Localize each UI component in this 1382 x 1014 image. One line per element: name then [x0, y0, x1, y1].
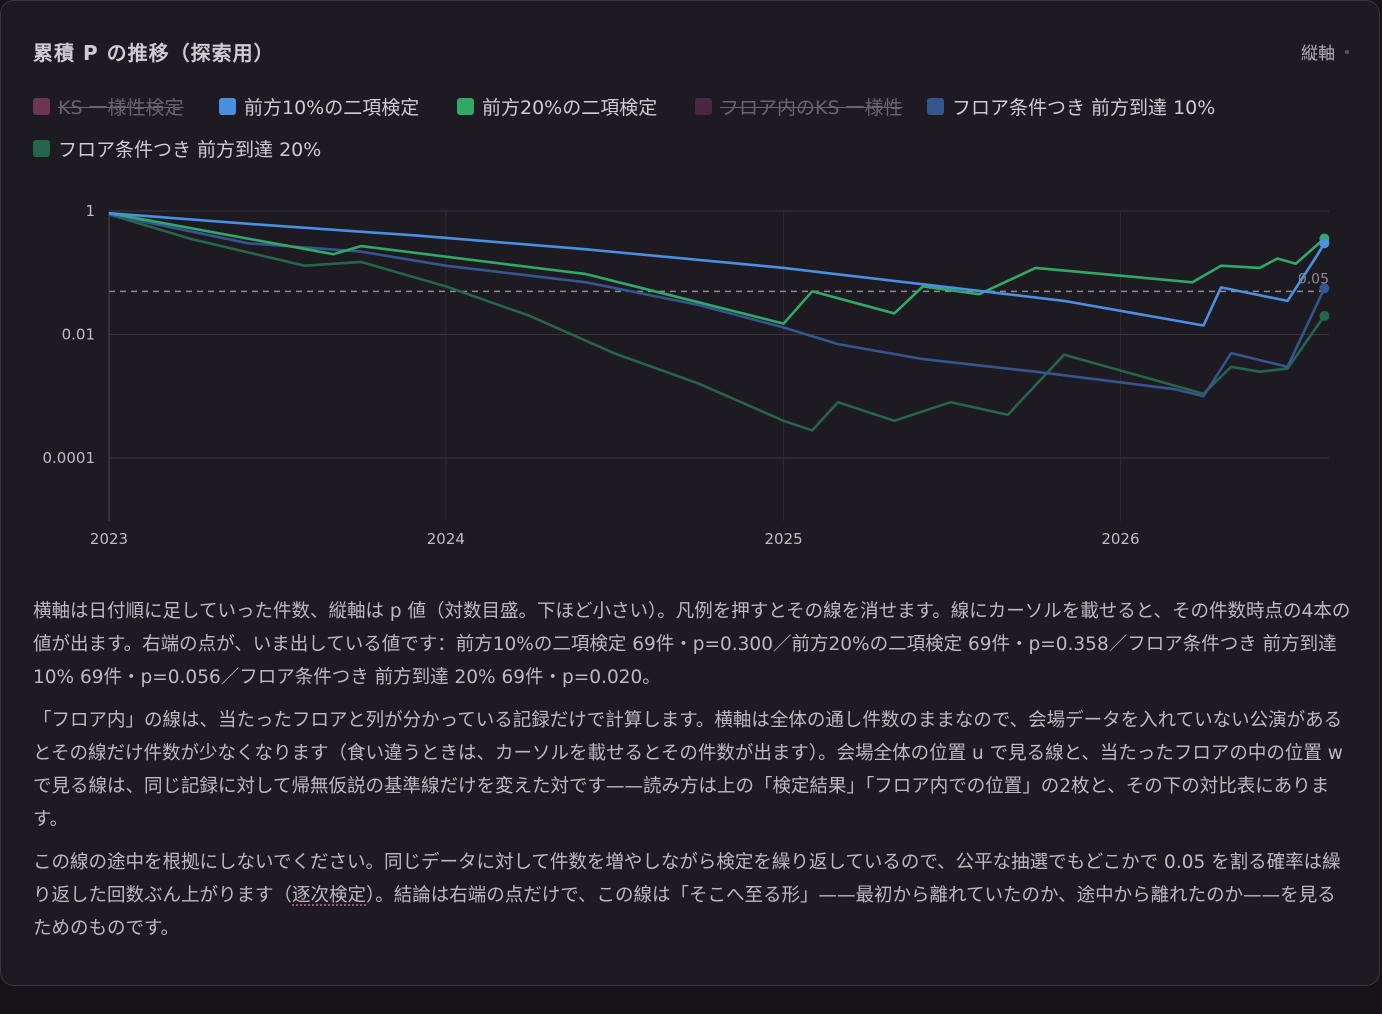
- legend-label: KS 一様性検定: [58, 93, 184, 120]
- legend-swatch: [33, 98, 50, 115]
- y-axis-toggle-label: 縦軸: [1301, 39, 1335, 64]
- legend-label: 前方20%の二項検定: [482, 93, 657, 120]
- legend-swatch: [219, 98, 236, 115]
- description-paragraph: 「フロア内」の線は、当たったフロアと列が分かっている記録だけで計算します。横軸は…: [33, 704, 1351, 836]
- y-tick-label: 0.01: [62, 326, 95, 344]
- x-tick-label: 2026: [1101, 530, 1139, 548]
- x-tick-label: 2023: [90, 530, 128, 548]
- x-tick-label: 2024: [427, 530, 465, 548]
- legend-label: フロア条件つき 前方到達 10%: [952, 93, 1215, 120]
- y-tick-label: 1: [85, 202, 95, 220]
- p-value-chart[interactable]: 10.010.00012023 2024 2025 20260.05: [1, 186, 1382, 566]
- series-end-point: [1319, 311, 1329, 321]
- legend-swatch: [695, 98, 712, 115]
- series-line[interactable]: [109, 214, 1324, 396]
- description-paragraph: 横軸は日付順に足していった件数、縦軸は p 値（対数目盛。下ほど小さい）。凡例を…: [33, 595, 1351, 694]
- legend-swatch: [33, 140, 50, 157]
- series-end-point: [1319, 283, 1329, 293]
- grid: [109, 211, 1329, 521]
- legend-swatch: [927, 98, 944, 115]
- series-end-point: [1319, 238, 1329, 248]
- legend-item-front20[interactable]: 前方20%の二項検定: [457, 93, 657, 120]
- description: 横軸は日付順に足していった件数、縦軸は p 値（対数目盛。下ほど小さい）。凡例を…: [33, 595, 1351, 955]
- legend-swatch: [457, 98, 474, 115]
- sequential-test-term[interactable]: 逐次検定: [292, 885, 366, 906]
- legend-item-floor-ks[interactable]: フロア内のKS 一様性: [695, 93, 903, 120]
- legend-label: フロア内のKS 一様性: [720, 93, 903, 120]
- x-tick-label: 2025: [765, 530, 803, 548]
- legend-label: フロア条件つき 前方到達 20%: [58, 135, 321, 162]
- legend-item-front10[interactable]: 前方10%の二項検定: [219, 93, 419, 120]
- description-paragraph: この線の途中を根拠にしないでください。同じデータに対して件数を増やしながら検定を…: [33, 846, 1351, 945]
- chart-card: 累積 P の推移（探索用） 縦軸 KS 一様性検定 前方10%の二項検定 前方2…: [0, 0, 1380, 986]
- series-lines[interactable]: [109, 213, 1329, 430]
- legend-item-floor20[interactable]: フロア条件つき 前方到達 20%: [33, 135, 321, 162]
- toggle-indicator-icon: [1345, 50, 1349, 54]
- y-tick-label: 0.0001: [43, 449, 96, 467]
- legend-label: 前方10%の二項検定: [244, 93, 419, 120]
- legend-item-floor10[interactable]: フロア条件つき 前方到達 10%: [927, 93, 1215, 120]
- chart-title: 累積 P の推移（探索用）: [33, 37, 275, 66]
- y-axis-toggle[interactable]: 縦軸: [1301, 39, 1349, 64]
- series-line[interactable]: [109, 213, 1324, 323]
- legend-item-ks[interactable]: KS 一様性検定: [33, 93, 184, 120]
